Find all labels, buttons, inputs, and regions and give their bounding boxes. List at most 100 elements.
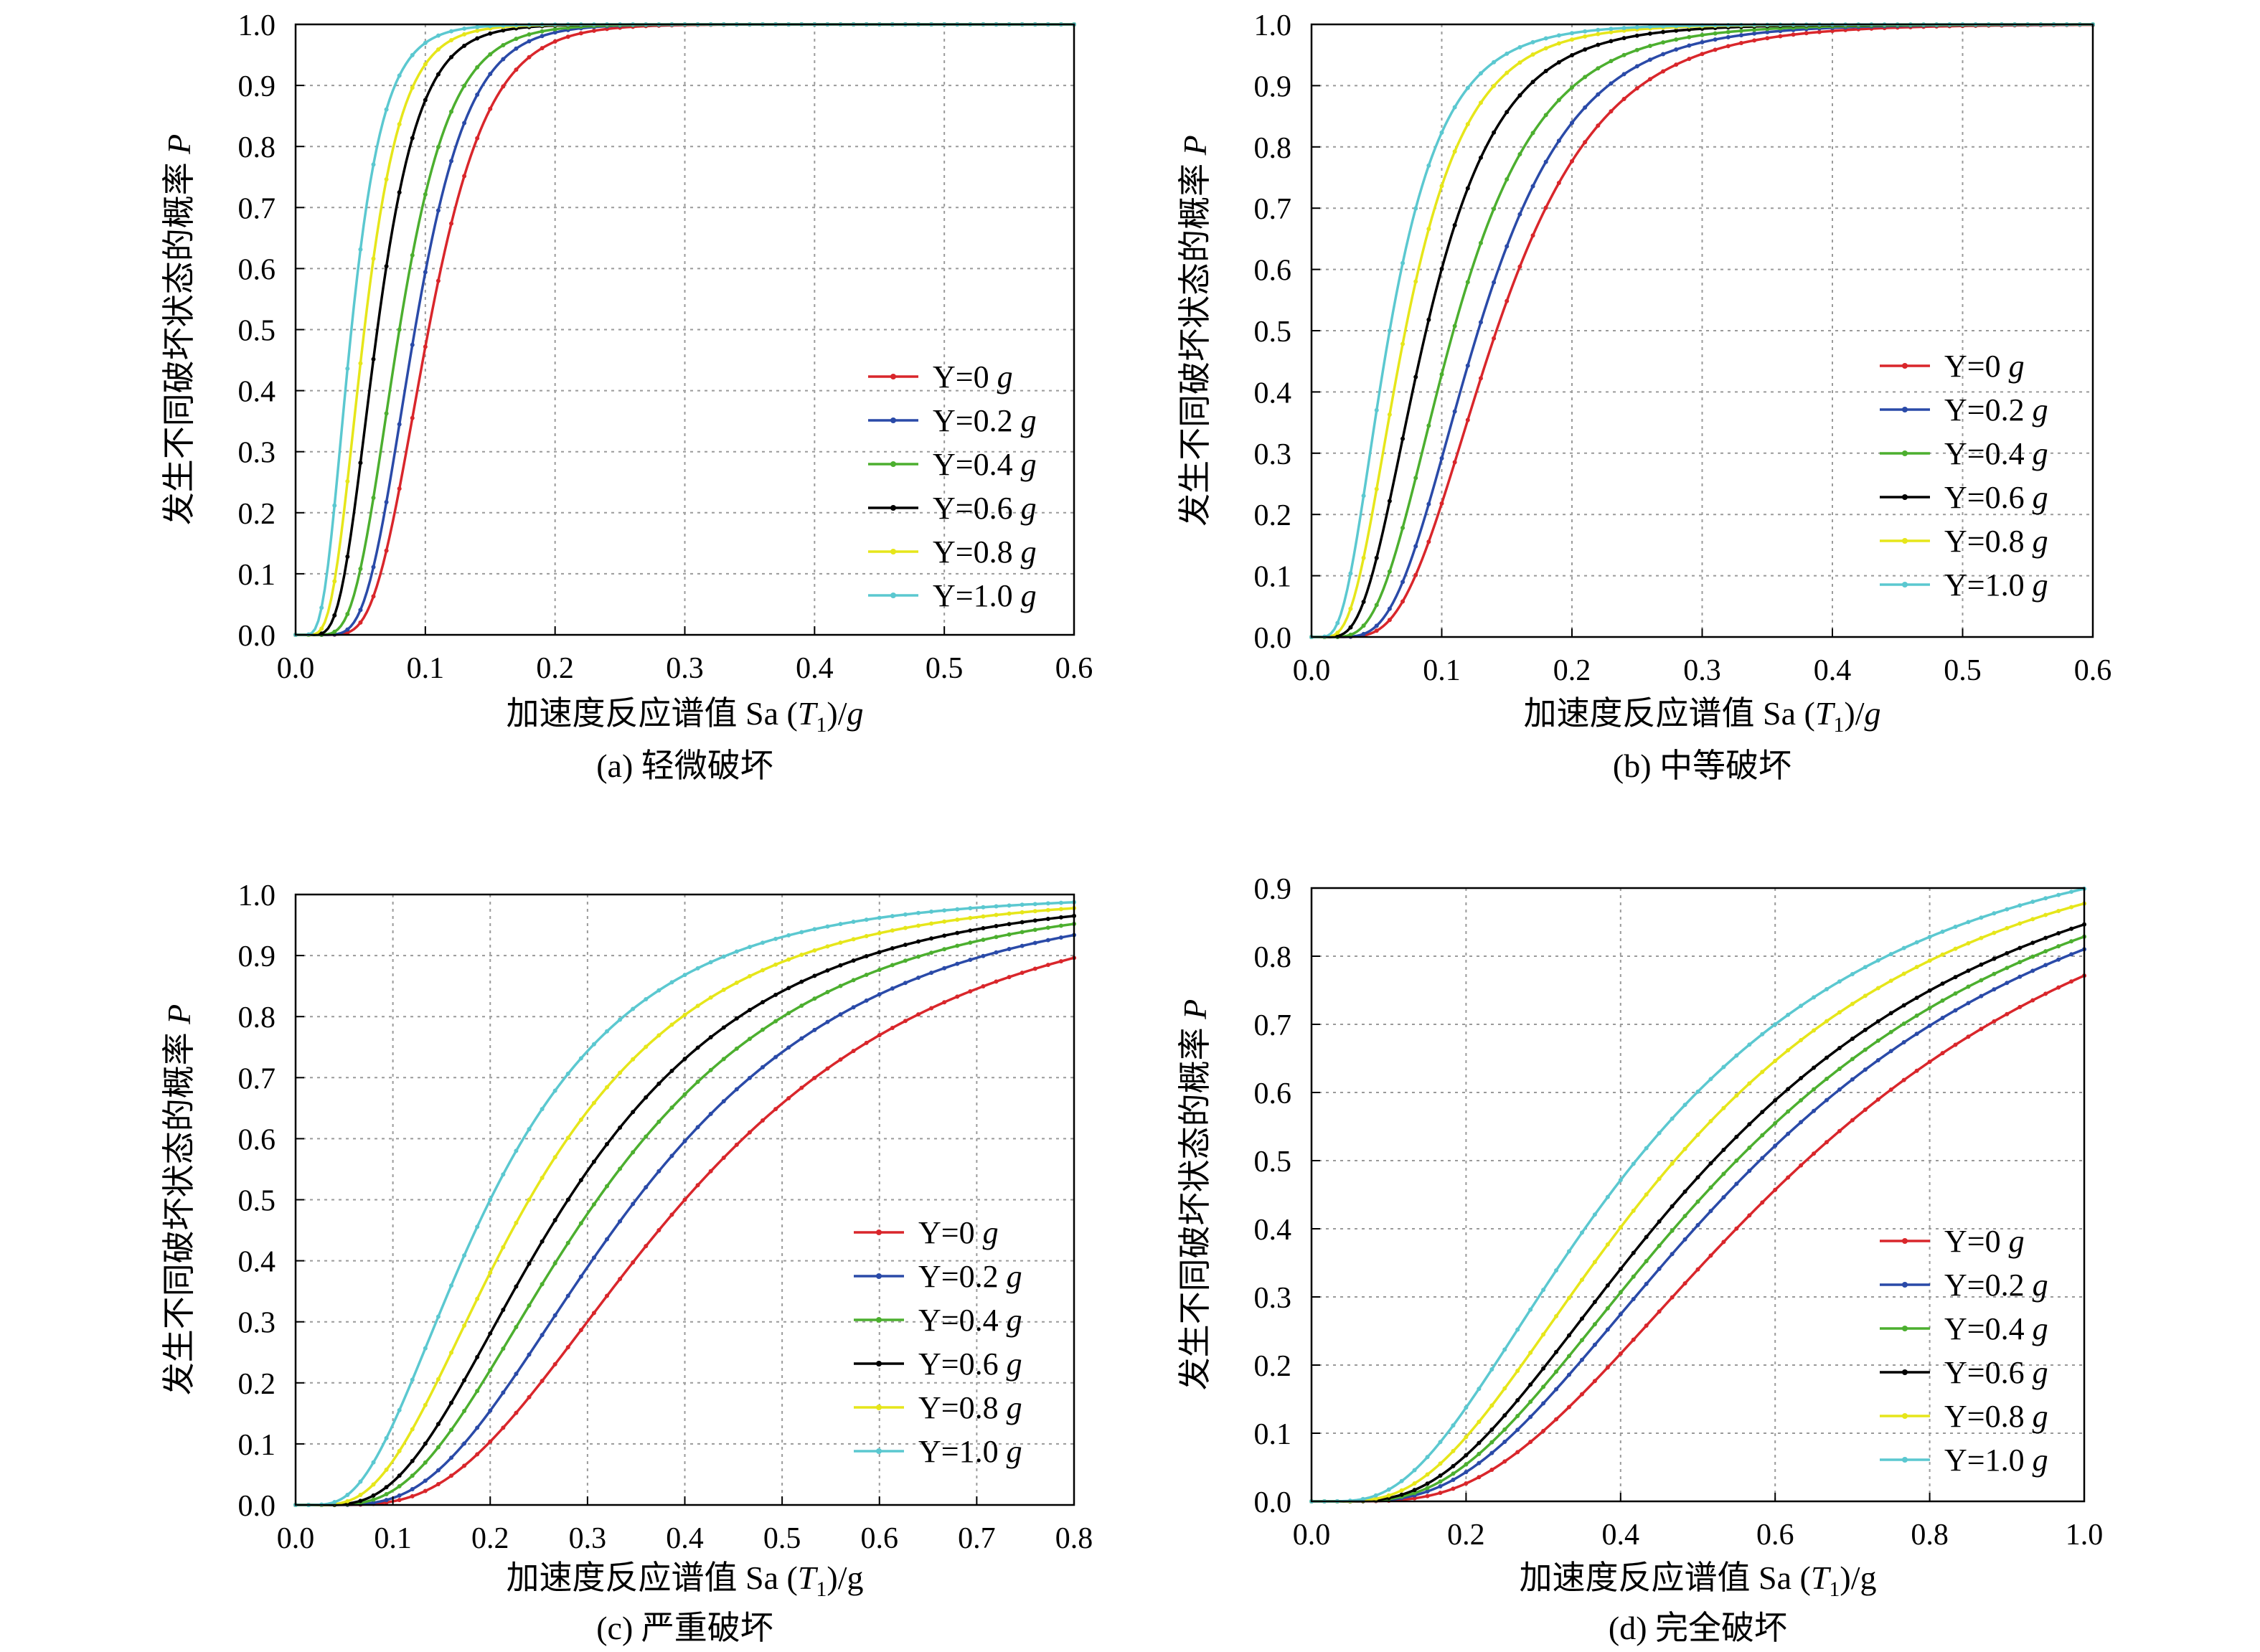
data-point xyxy=(423,1441,428,1446)
data-point xyxy=(1007,903,1012,908)
data-point xyxy=(1940,998,1945,1003)
data-point xyxy=(423,62,428,67)
data-point xyxy=(1773,1187,1778,1192)
data-point xyxy=(1618,1351,1623,1356)
data-point xyxy=(2030,917,2035,922)
data-point xyxy=(1901,971,1906,976)
x-axis-label: 加速度反应谱值 Sa (T1)/g xyxy=(506,1559,863,1601)
data-point xyxy=(656,1227,661,1232)
data-point xyxy=(1554,1313,1559,1318)
data-point xyxy=(1901,945,1906,950)
legend-marker xyxy=(890,374,896,379)
data-point xyxy=(1374,628,1379,633)
data-point xyxy=(1438,1483,1443,1488)
data-point xyxy=(1850,1118,1855,1123)
data-point xyxy=(2056,908,2061,913)
data-point xyxy=(1837,1046,1842,1051)
data-point xyxy=(1489,1367,1494,1372)
data-point xyxy=(1425,1481,1430,1486)
data-point xyxy=(1605,1283,1610,1288)
data-point xyxy=(1492,60,1497,65)
y-tick-label: 0.5 xyxy=(1254,1146,1292,1179)
data-point xyxy=(423,1460,428,1465)
legend-label: Y=0.4 g xyxy=(1944,1311,2048,1346)
data-point xyxy=(1734,1134,1739,1139)
data-point xyxy=(578,1328,583,1333)
data-point xyxy=(1670,1161,1675,1166)
data-point xyxy=(358,461,363,466)
data-point xyxy=(1687,57,1692,62)
data-point xyxy=(1007,932,1012,937)
legend-marker xyxy=(1902,1326,1908,1331)
plot-frame xyxy=(1310,887,2086,1503)
data-point xyxy=(1708,1077,1713,1082)
data-point xyxy=(565,1293,570,1298)
data-point xyxy=(2005,1011,2010,1016)
data-point xyxy=(488,31,493,36)
data-point xyxy=(488,1197,493,1202)
data-point xyxy=(721,987,726,992)
data-point xyxy=(1530,39,1535,44)
data-point xyxy=(1661,40,1666,45)
legend: Y=0 g Y=0.2 g Y=0.4 g Y=0.6 g Y=0.8 g Y=1.0 g xyxy=(1880,1224,2048,1478)
data-point xyxy=(1505,51,1510,56)
data-point xyxy=(1517,44,1522,49)
data-point xyxy=(578,1221,583,1226)
data-point xyxy=(1592,1342,1597,1347)
data-point xyxy=(773,992,778,997)
data-point xyxy=(1927,958,1932,963)
data-point xyxy=(565,34,570,39)
y-axis-label: 发生不同破坏状态的概率 P xyxy=(161,134,197,526)
data-point xyxy=(721,1099,726,1104)
data-point xyxy=(358,1493,363,1498)
data-point xyxy=(1596,123,1601,128)
y-tick-label: 1.0 xyxy=(238,879,276,912)
data-point xyxy=(1825,1055,1829,1060)
data-point xyxy=(527,1197,532,1202)
data-point xyxy=(475,28,480,33)
data-point xyxy=(1708,1253,1713,1258)
data-point xyxy=(994,924,999,929)
data-point xyxy=(1992,911,1997,916)
data-point xyxy=(1477,1451,1482,1456)
data-point xyxy=(1708,1209,1713,1214)
legend-label: Y=0.4 g xyxy=(918,1303,1022,1338)
data-point xyxy=(1799,1120,1804,1125)
y-tick-label: 0.6 xyxy=(238,1123,276,1156)
data-point xyxy=(721,954,726,959)
data-point xyxy=(734,1046,739,1051)
x-tick-label: 0.0 xyxy=(1293,1519,1331,1552)
data-point xyxy=(644,1134,649,1139)
data-point xyxy=(994,904,999,909)
data-point xyxy=(1837,1087,1842,1092)
data-point xyxy=(1045,916,1050,921)
data-point xyxy=(812,948,817,953)
data-point xyxy=(1528,1415,1533,1420)
data-point xyxy=(410,1493,415,1498)
data-point xyxy=(851,920,856,925)
data-point xyxy=(332,613,337,618)
data-point xyxy=(358,620,363,625)
data-point xyxy=(1007,911,1012,916)
data-point xyxy=(1058,900,1063,905)
data-point xyxy=(449,1473,453,1478)
y-axis-label: 发生不同破坏状态的概率 P xyxy=(1177,999,1213,1391)
data-point xyxy=(1439,266,1444,271)
data-point xyxy=(514,67,519,72)
data-point xyxy=(2005,966,2010,971)
data-point xyxy=(1752,27,1757,32)
data-point xyxy=(501,1346,506,1351)
y-tick-label: 0.1 xyxy=(238,559,276,592)
data-point xyxy=(1695,1222,1700,1227)
data-point xyxy=(618,1166,623,1171)
panel-caption: (c) 严重破坏 xyxy=(596,1610,773,1646)
data-point xyxy=(656,1033,661,1038)
data-point xyxy=(1530,52,1535,57)
data-point xyxy=(1020,920,1025,925)
data-point xyxy=(747,945,752,950)
data-point xyxy=(1020,902,1025,907)
data-point xyxy=(1451,1463,1456,1468)
data-point xyxy=(1631,1250,1636,1255)
data-point xyxy=(488,1270,493,1275)
data-point xyxy=(1773,1021,1778,1026)
